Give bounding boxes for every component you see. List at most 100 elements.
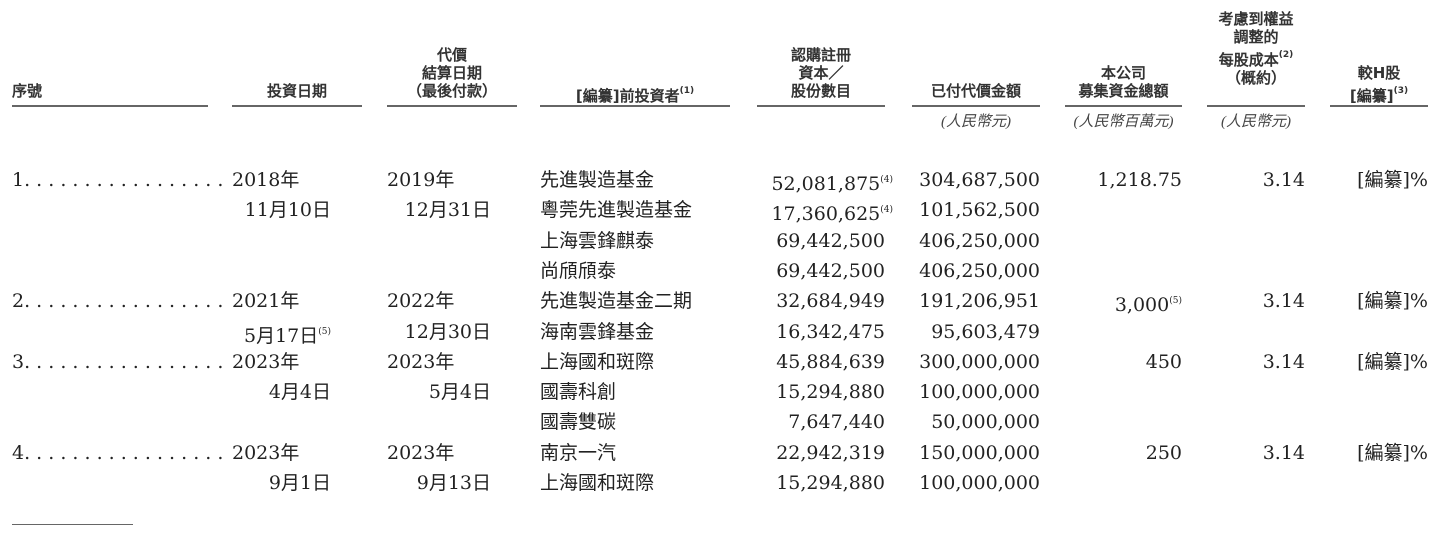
footnote-ref: (2) — [1278, 50, 1294, 60]
settle-month-day: 12月30日 — [405, 321, 491, 343]
settle-year: 2023年 — [387, 442, 454, 464]
investor-name-text: 國壽雙碳 — [540, 411, 617, 434]
investor-name-text: 先進製造基金 — [540, 169, 655, 191]
unit-consideration: (人民幣元) — [941, 114, 1011, 130]
row-number-text: 3. . . . . . . . . . . . . . . . . — [12, 350, 224, 373]
cost-per-share-text: 3.14 — [1262, 169, 1305, 191]
consideration-paid: 406,250,000 — [919, 260, 1040, 282]
unit-cost: (人民幣元) — [1221, 114, 1291, 130]
invest-year-text: 2021年 — [232, 290, 300, 313]
row-number: 4. . . . . . . . . . . . . . . . . — [12, 442, 223, 464]
investor-name-text: 國壽科創 — [540, 381, 617, 404]
header-line: 每股成本 — [1218, 51, 1279, 69]
total-proceeds: 250 — [1146, 442, 1182, 464]
invest-month-day: 9月1日 — [269, 472, 331, 494]
settle-month-day-text: 5月4日 — [428, 381, 491, 404]
shares-text: 69,442,500 — [776, 229, 885, 252]
investor-name: 海南雲鋒基金 — [540, 321, 654, 343]
settle-month-day: 5月4日 — [429, 381, 491, 403]
header-line: 較H股 — [1357, 64, 1401, 82]
shares: 17,360,625(4) — [771, 199, 893, 225]
investor-name: 國壽雙碳 — [540, 411, 616, 433]
header-invest-date: 投資日期 — [266, 82, 327, 100]
consideration-paid-text: 101,562,500 — [919, 199, 1040, 222]
consideration-paid-text: 406,250,000 — [919, 229, 1040, 252]
footnote-rule — [12, 524, 133, 525]
consideration-paid: 150,000,000 — [919, 442, 1040, 464]
investor-name: 國壽科創 — [540, 381, 616, 403]
investor-name-text: 上海國和斑際 — [540, 350, 655, 373]
investor-name-text: 南京一汽 — [540, 441, 617, 464]
invest-month-day: 4月4日 — [269, 381, 331, 403]
header-line: （概約） — [1225, 69, 1286, 87]
header-line: 代價 — [436, 46, 467, 64]
total-proceeds-text: 1,218.75 — [1097, 169, 1182, 191]
cost-per-share: 3.14 — [1263, 290, 1305, 312]
row-number-text: 2. . . . . . . . . . . . . . . . . — [12, 290, 224, 313]
consideration-paid-text: 95,603,479 — [931, 320, 1040, 343]
shares: 32,684,949 — [776, 290, 885, 312]
invest-year-text: 2023年 — [232, 441, 300, 464]
settle-month-day-text: 9月13日 — [416, 472, 491, 494]
invest-month-day-text: 11月10日 — [244, 199, 331, 222]
cost-per-share-text: 3.14 — [1262, 350, 1305, 373]
shares-text: 45,884,639 — [776, 350, 885, 373]
shares-text: 22,942,319 — [776, 441, 885, 464]
total-proceeds: 3,000(5) — [1115, 290, 1182, 316]
investor-name-text: 先進製造基金二期 — [540, 290, 693, 313]
consideration-paid: 50,000,000 — [931, 411, 1040, 433]
shares-text: 52,081,875 — [771, 173, 881, 195]
premium-to-h-share: [編纂]% — [1357, 169, 1428, 191]
consideration-paid-text: 191,206,951 — [919, 290, 1040, 313]
shares: 69,442,500 — [776, 260, 885, 282]
consideration-paid: 100,000,000 — [919, 472, 1040, 494]
header-consideration: 已付代價金額 — [930, 82, 1021, 100]
shares: 7,647,440 — [788, 411, 885, 433]
header-rule — [12, 105, 208, 107]
consideration-paid: 300,000,000 — [919, 351, 1040, 373]
premium-to-h-share: [編纂]% — [1357, 351, 1428, 373]
header-rule — [540, 105, 730, 107]
investor-name: 先進製造基金二期 — [540, 290, 692, 312]
settle-month-day-text: 12月30日 — [404, 320, 491, 343]
total-proceeds-text: 3,000 — [1114, 294, 1170, 317]
investor-name: 南京一汽 — [540, 442, 616, 464]
header-rule — [912, 105, 1040, 107]
shares: 16,342,475 — [776, 321, 885, 343]
premium-to-h-share-text: [編纂]% — [1357, 290, 1428, 313]
row-number: 3. . . . . . . . . . . . . . . . . — [12, 351, 223, 373]
shares-text: 16,342,475 — [776, 320, 885, 343]
invest-month-day: 5月17日(5) — [244, 321, 331, 347]
shares-text: 15,294,880 — [776, 381, 885, 404]
row-number-text: 4. . . . . . . . . . . . . . . . . — [12, 441, 224, 464]
consideration-paid-text: 300,000,000 — [919, 350, 1040, 373]
settle-month-day: 12月31日 — [405, 199, 491, 221]
footnote-ref: (1) — [679, 86, 695, 96]
total-proceeds: 450 — [1146, 351, 1182, 373]
cost-per-share: 3.14 — [1263, 351, 1305, 373]
header-rule — [1330, 105, 1428, 107]
investor-name-text: 上海國和斑際 — [540, 472, 655, 494]
premium-to-h-share-text: [編纂]% — [1357, 350, 1428, 373]
header-line: 調整的 — [1233, 28, 1279, 46]
header-line: 股份數目 — [790, 82, 851, 100]
header-line: 認購註冊 — [790, 46, 851, 64]
settle-year-text: 2019年 — [387, 169, 455, 191]
shares-text: 17,360,625 — [771, 203, 881, 226]
total-proceeds-text: 250 — [1145, 441, 1182, 464]
header-line: 資本／ — [798, 64, 844, 82]
invest-month-day: 11月10日 — [245, 199, 331, 221]
cost-per-share-text: 3.14 — [1262, 290, 1305, 313]
invest-year-text: 2023年 — [232, 350, 300, 373]
settle-year: 2022年 — [387, 290, 454, 312]
investor-name-text: 海南雲鋒基金 — [540, 320, 655, 343]
consideration-paid: 95,603,479 — [931, 321, 1040, 343]
total-proceeds-text: 450 — [1145, 350, 1182, 373]
cost-per-share: 3.14 — [1263, 169, 1305, 191]
row-number: 2. . . . . . . . . . . . . . . . . — [12, 290, 223, 312]
footnote-ref: (4) — [880, 175, 893, 185]
investor-name: 尚頎頎泰 — [540, 260, 616, 282]
cost-per-share: 3.14 — [1263, 442, 1305, 464]
header-rule — [387, 105, 517, 107]
consideration-paid: 304,687,500 — [919, 169, 1040, 191]
